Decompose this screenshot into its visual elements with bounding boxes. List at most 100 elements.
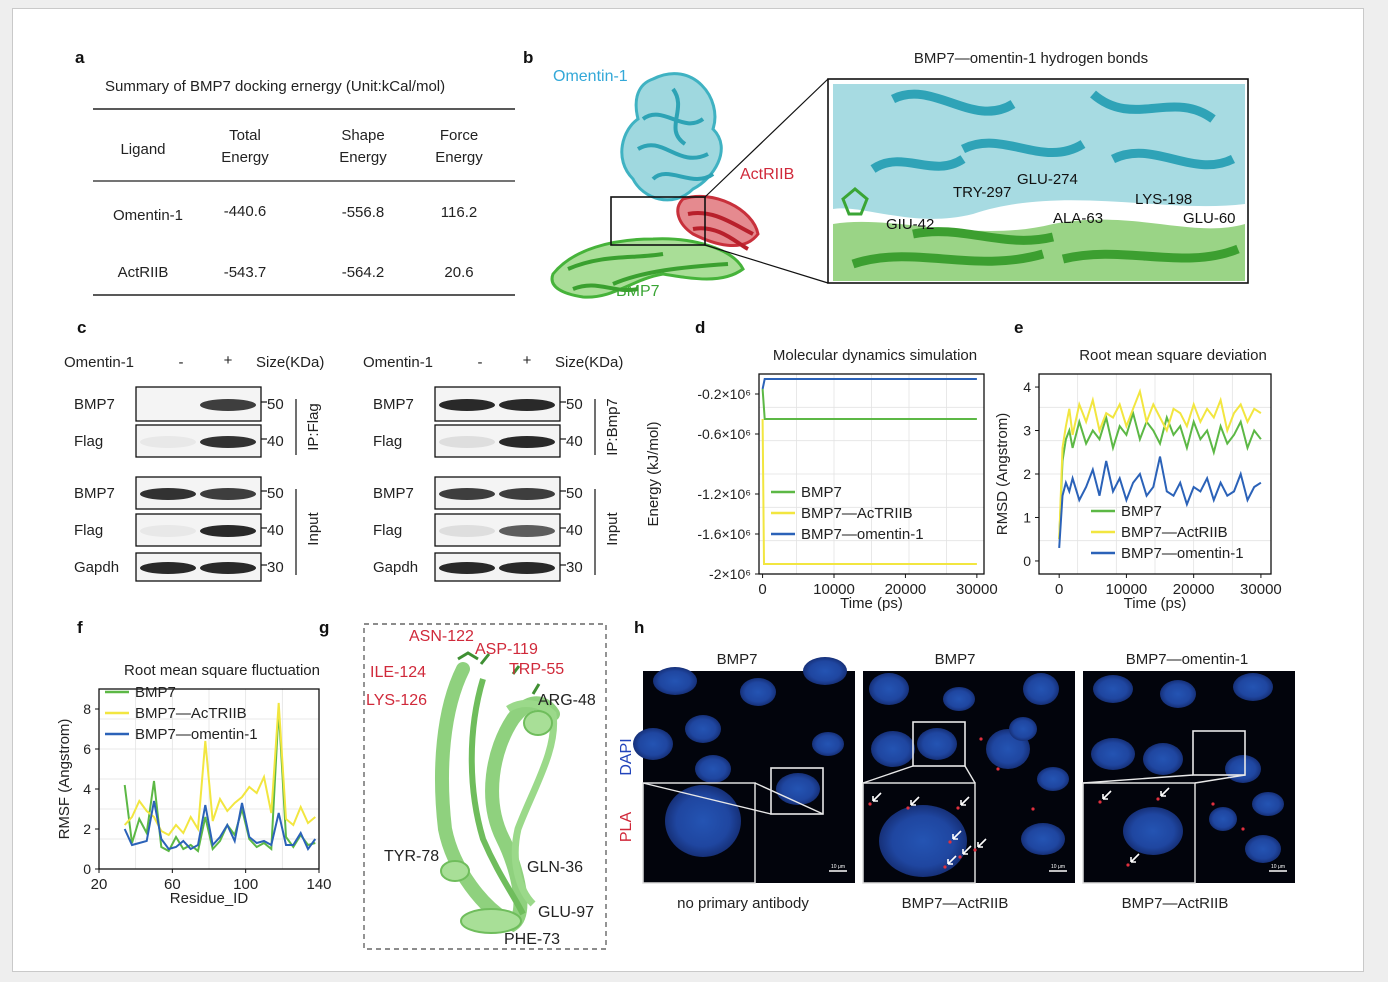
- blot-marker: 40: [566, 522, 583, 539]
- table-cell: 20.6: [444, 264, 473, 281]
- y-axis-label: RMSF (Angstrom): [56, 719, 73, 840]
- pla-signal-dot: [1031, 807, 1035, 811]
- nucleus: [917, 728, 957, 760]
- table-cell: 116.2: [441, 204, 477, 221]
- pla-micrographs: 10 μm 10 μm 10 μm: [633, 657, 1295, 884]
- chart-frame: [758, 373, 985, 575]
- pla-signal-dot: [868, 802, 872, 806]
- pla-top-label-1: BMP7: [717, 651, 758, 668]
- residue-label: GLU-274: [1017, 171, 1078, 188]
- zoom-box: [1192, 730, 1246, 776]
- x-tick-label: 10000: [813, 581, 855, 598]
- bmp7-structure-ribbon: [435, 651, 560, 934]
- blot-minus-label: -: [478, 354, 483, 371]
- blot-plus-label: +: [523, 352, 532, 369]
- zoomed-nucleus: [879, 805, 967, 877]
- blot-row-label: Flag: [74, 433, 103, 450]
- blot-band: [499, 562, 555, 574]
- nucleus: [653, 667, 697, 695]
- x-tick-label: 10000: [1106, 581, 1148, 598]
- residue-label: ILE-124: [370, 664, 426, 681]
- omentin-structure-label: Omentin-1: [553, 68, 628, 85]
- arrow-icon: [962, 845, 972, 855]
- pla-signal-dot: [906, 806, 910, 810]
- blot-input-label: Input: [305, 511, 322, 545]
- series-line: [761, 378, 977, 390]
- legend-entry: BMP7: [801, 484, 842, 501]
- x-tick-label: 20000: [885, 581, 927, 598]
- blot-row-label: Flag: [74, 522, 103, 539]
- y-tick-label: 0: [1023, 553, 1031, 569]
- blot-band: [140, 488, 196, 500]
- y-tick-label: 8: [83, 701, 91, 717]
- panel-label-e: e: [1014, 318, 1023, 337]
- panel-label-g: g: [319, 618, 329, 637]
- table-header-ligand: Ligand: [120, 141, 165, 158]
- series-line: [761, 418, 977, 565]
- y-tick-label: 6: [83, 741, 91, 757]
- table-header-shape-1: Shape: [341, 127, 384, 144]
- pla-top-label-3: BMP7—omentin-1: [1126, 651, 1249, 668]
- chart-rmsf: Root mean square fluctuation 20 60 100 140 0 2…: [56, 662, 332, 907]
- blot-marker: 30: [267, 559, 284, 576]
- legend-entry: BMP7—omentin-1: [801, 526, 924, 543]
- chart-title: Molecular dynamics simulation: [773, 347, 977, 364]
- residue-label: GIU-42: [886, 216, 934, 233]
- zoomed-nucleus: [665, 785, 741, 857]
- blot-row-label: Flag: [373, 433, 402, 450]
- y-axis-label: Energy (kJ/mol): [645, 421, 662, 526]
- table-cell: -440.6: [224, 203, 267, 220]
- chart-title: Root mean square fluctuation: [124, 662, 320, 679]
- blot-row-label: BMP7: [373, 396, 414, 413]
- series-line: [1058, 456, 1262, 548]
- blot-band: [499, 525, 555, 537]
- blot-row-label: BMP7: [74, 396, 115, 413]
- panel-label-c: c: [77, 318, 86, 337]
- series-line: [1058, 387, 1262, 540]
- table-cell: ActRIIB: [118, 264, 169, 281]
- blot-marker: 50: [267, 485, 284, 502]
- pla-signal-dot: [996, 767, 1000, 771]
- blot-band: [499, 399, 555, 411]
- panel-label-d: d: [695, 318, 705, 337]
- residue-label: ASN-122: [409, 628, 474, 645]
- y-tick-label: 4: [1023, 379, 1031, 395]
- arrow-icon: [872, 792, 882, 802]
- arrow-icon: [1102, 790, 1112, 800]
- x-tick-label: 140: [306, 876, 331, 893]
- x-tick-label: 20: [91, 876, 108, 893]
- table-header-force-2: Energy: [435, 149, 483, 166]
- series-line: [761, 388, 977, 420]
- nucleus: [633, 728, 673, 760]
- y-tick-label: -1.2×10⁶: [697, 486, 751, 502]
- table-cell: -564.2: [342, 264, 385, 281]
- nucleus: [1009, 717, 1037, 741]
- table-header-total-2: Energy: [221, 149, 269, 166]
- arrow-icon: [1130, 853, 1140, 863]
- nucleus: [869, 673, 909, 705]
- arrow-icon: [977, 838, 987, 848]
- figure-canvas: a Summary of BMP7 docking ernergy (Unit:…: [12, 8, 1364, 972]
- blot-band: [499, 488, 555, 500]
- x-axis-label: Time (ps): [840, 595, 903, 612]
- x-tick-label: 100: [233, 876, 258, 893]
- x-tick-label: 30000: [956, 581, 998, 598]
- x-tick-label: 30000: [1240, 581, 1282, 598]
- blot-marker: 50: [566, 485, 583, 502]
- nucleus: [1252, 792, 1284, 816]
- pla-signal-dot: [1126, 863, 1130, 867]
- series-line: [123, 800, 317, 851]
- blot-plus-label: +: [224, 352, 233, 369]
- blot-band: [200, 399, 256, 411]
- legend-entry: BMP7: [135, 684, 176, 701]
- table-cell: -556.8: [342, 204, 385, 221]
- arrow-icon: [947, 855, 957, 865]
- pla-label: PLA: [618, 812, 635, 843]
- blot-band: [439, 525, 495, 537]
- nucleus: [1233, 673, 1273, 701]
- docking-table-title: Summary of BMP7 docking ernergy (Unit:kC…: [105, 78, 445, 95]
- scale-bar-label: 10 μm: [1051, 864, 1065, 870]
- hbond-residue-labels: TRY-297 GLU-274 LYS-198 GIU-42 ALA-63 GL…: [886, 171, 1236, 233]
- panel-g-residue-labels: ASN-122 ASP-119 ILE-124 TRP-55 LYS-126 A…: [366, 628, 596, 948]
- chart-rmsd: Root mean square deviation 0 10000 20000 300…: [994, 347, 1282, 612]
